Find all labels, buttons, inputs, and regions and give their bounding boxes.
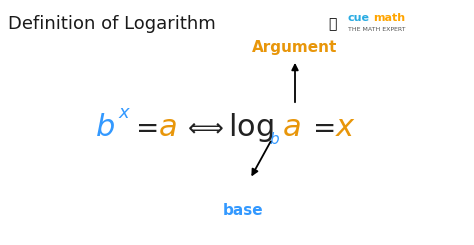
Text: Argument: Argument (252, 40, 337, 55)
Text: $\mathrm{log}$: $\mathrm{log}$ (228, 110, 273, 144)
Text: 🚀: 🚀 (328, 17, 337, 31)
Text: $x$: $x$ (118, 104, 131, 122)
Text: base: base (223, 203, 264, 218)
Text: $b$: $b$ (269, 131, 280, 147)
Text: $x$: $x$ (335, 112, 356, 142)
Text: $a$: $a$ (158, 112, 177, 142)
Text: THE MATH EXPERT: THE MATH EXPERT (348, 27, 405, 32)
Text: $a$: $a$ (282, 112, 301, 142)
Text: math: math (373, 13, 405, 23)
Text: cue: cue (348, 13, 370, 23)
Text: $b$: $b$ (95, 112, 115, 142)
Text: $=$: $=$ (130, 113, 158, 141)
Text: $\Longleftrightarrow$: $\Longleftrightarrow$ (183, 115, 225, 139)
Text: $=$: $=$ (307, 113, 335, 141)
Text: Definition of Logarithm: Definition of Logarithm (8, 15, 216, 33)
